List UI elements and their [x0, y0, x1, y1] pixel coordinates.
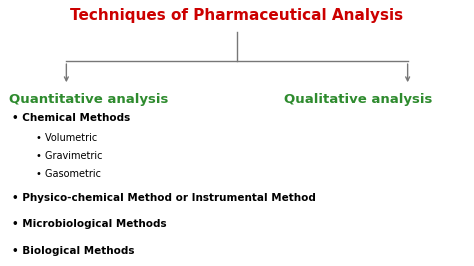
- Text: • Physico-chemical Method or Instrumental Method: • Physico-chemical Method or Instrumenta…: [12, 193, 316, 203]
- Text: Quantitative analysis: Quantitative analysis: [9, 93, 169, 106]
- Text: • Microbiological Methods: • Microbiological Methods: [12, 219, 166, 230]
- Text: • Gasometric: • Gasometric: [36, 169, 100, 180]
- Text: • Gravimetric: • Gravimetric: [36, 151, 102, 161]
- Text: Qualitative analysis: Qualitative analysis: [284, 93, 433, 106]
- Text: • Volumetric: • Volumetric: [36, 133, 97, 143]
- Text: • Chemical Methods: • Chemical Methods: [12, 113, 130, 123]
- Text: • Biological Methods: • Biological Methods: [12, 246, 134, 256]
- Text: Techniques of Pharmaceutical Analysis: Techniques of Pharmaceutical Analysis: [71, 8, 403, 23]
